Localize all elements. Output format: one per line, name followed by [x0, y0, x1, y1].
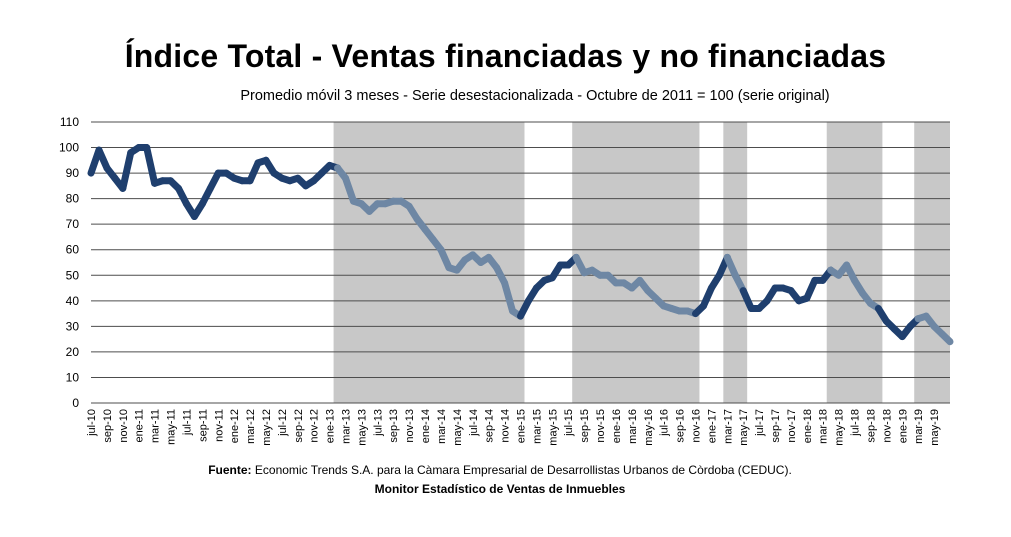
x-tick-label: mar-13 [341, 409, 353, 444]
x-tick-label: may-18 [834, 409, 846, 446]
x-tick-label: jul-18 [850, 409, 862, 437]
x-tick-label: jul-11 [181, 409, 193, 436]
x-tick-label: sep-18 [865, 409, 877, 443]
x-tick-label: sep-16 [675, 409, 687, 443]
series-line-segment [342, 174, 357, 205]
series-line-segment [119, 149, 135, 192]
x-tick-label: mar-19 [913, 409, 925, 444]
x-tick-label: mar-14 [436, 409, 448, 444]
x-tick-label: nov-11 [213, 409, 225, 442]
y-tick-label: 60 [66, 243, 80, 257]
series-line-segment [938, 330, 954, 346]
source-label: Fuente: [208, 463, 252, 477]
x-tick-label: mar-18 [818, 409, 830, 444]
x-tick-label: nov-18 [881, 409, 893, 443]
x-tick-label: ene-12 [229, 409, 241, 443]
chart-subtitle: Promedio móvil 3 meses - Serie desestaci… [240, 88, 830, 104]
x-tick-label: jul-10 [86, 409, 98, 437]
x-tick-label: mar-16 [627, 409, 639, 444]
y-tick-label: 90 [66, 166, 80, 180]
y-tick-label: 30 [66, 319, 80, 333]
x-tick-label: jul-12 [277, 409, 289, 437]
x-tick-label: ene-18 [802, 409, 814, 443]
x-tick-label: may-17 [738, 409, 750, 446]
x-tick-label: jul-13 [372, 409, 384, 437]
y-tick-label: 100 [59, 141, 79, 155]
y-tick-label: 20 [66, 345, 80, 359]
x-tick-label: nov-15 [595, 409, 607, 443]
x-tick-label: jul-16 [659, 409, 671, 437]
shaded-period [723, 122, 748, 403]
series-line-segment [143, 144, 159, 187]
source-note: Fuente: Economic Trends S.A. para la Càm… [0, 463, 1000, 477]
shaded-period [914, 122, 950, 403]
x-tick-label: ene-14 [420, 409, 432, 443]
x-tick-label: nov-14 [500, 409, 512, 443]
x-tick-label: sep-15 [579, 409, 591, 443]
x-tick-label: nov-17 [786, 409, 798, 443]
x-tick-label: jul-14 [468, 409, 480, 437]
x-tick-label: may-19 [929, 409, 941, 446]
x-tick-label: jul-17 [754, 409, 766, 437]
x-tick-label: sep-17 [770, 409, 782, 443]
x-tick-label: may-16 [643, 409, 655, 446]
x-tick-label: ene-19 [897, 409, 909, 443]
y-tick-label: 0 [72, 396, 79, 410]
x-tick-label: sep-11 [197, 409, 209, 442]
x-tick-label: ene-15 [516, 409, 528, 443]
x-tick-label: nov-13 [404, 409, 416, 443]
y-tick-label: 80 [66, 192, 80, 206]
x-tick-label: nov-10 [118, 409, 130, 443]
x-tick-label: may-13 [356, 409, 368, 446]
x-tick-label: mar-11 [150, 409, 162, 443]
x-tick-label: sep-10 [102, 409, 114, 443]
x-tick-label: mar-12 [245, 409, 257, 444]
x-tick-label: sep-13 [388, 409, 400, 443]
x-tick-label: ene-17 [706, 409, 718, 443]
x-tick-label: ene-13 [325, 409, 337, 443]
chart-title: Índice Total - Ventas financiadas y no f… [124, 38, 887, 74]
x-tick-label: nov-12 [309, 409, 321, 443]
x-tick-label: mar-15 [531, 409, 543, 444]
x-tick-label: mar-17 [722, 409, 734, 444]
x-tick-label: sep-12 [293, 409, 305, 443]
y-tick-label: 50 [66, 268, 80, 282]
y-tick-label: 70 [66, 217, 80, 231]
y-tick-label: 110 [60, 115, 79, 129]
x-tick-label: may-15 [547, 409, 559, 446]
shaded-period [572, 122, 700, 403]
source-text: Economic Trends S.A. para la Càmara Empr… [251, 463, 792, 477]
x-tick-label: nov-16 [690, 409, 702, 443]
x-tick-label: may-11 [166, 409, 178, 445]
y-tick-label: 40 [66, 294, 80, 308]
x-tick-label: jul-15 [563, 409, 575, 437]
x-tick-label: ene-11 [134, 409, 146, 442]
series-line-segment [501, 279, 517, 315]
shaded-period [826, 122, 883, 403]
y-tick-label: 10 [66, 370, 80, 384]
x-tick-label: ene-16 [611, 409, 623, 443]
monitor-note: Monitor Estadístico de Ventas de Inmuebl… [374, 482, 626, 496]
x-tick-label: may-12 [261, 409, 273, 446]
x-tick-label: sep-14 [484, 409, 496, 443]
x-tick-label: may-14 [452, 409, 464, 446]
